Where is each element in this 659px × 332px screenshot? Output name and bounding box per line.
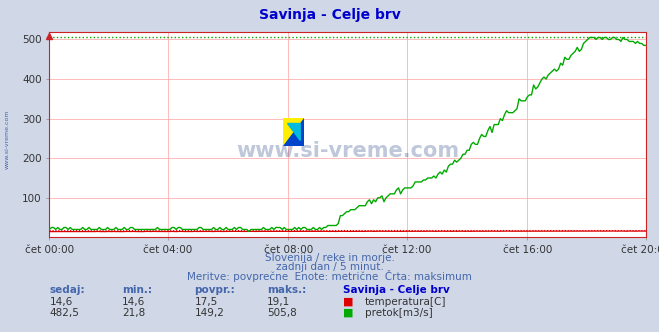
Text: 149,2: 149,2: [194, 308, 224, 318]
Text: 19,1: 19,1: [267, 297, 290, 307]
Polygon shape: [283, 118, 304, 146]
Text: 17,5: 17,5: [194, 297, 217, 307]
Text: Slovenija / reke in morje.: Slovenija / reke in morje.: [264, 253, 395, 263]
Text: 14,6: 14,6: [122, 297, 145, 307]
Text: temperatura[C]: temperatura[C]: [365, 297, 447, 307]
Polygon shape: [287, 124, 301, 140]
Text: sedaj:: sedaj:: [49, 285, 85, 295]
Text: zadnji dan / 5 minut.: zadnji dan / 5 minut.: [275, 262, 384, 272]
Text: 21,8: 21,8: [122, 308, 145, 318]
Text: min.:: min.:: [122, 285, 152, 295]
Text: www.si-vreme.com: www.si-vreme.com: [236, 141, 459, 161]
Text: www.si-vreme.com: www.si-vreme.com: [5, 110, 10, 169]
Text: ■: ■: [343, 297, 353, 307]
Text: 505,8: 505,8: [267, 308, 297, 318]
Text: Meritve: povprečne  Enote: metrične  Črta: maksimum: Meritve: povprečne Enote: metrične Črta:…: [187, 270, 472, 282]
Polygon shape: [283, 118, 304, 146]
Text: maks.:: maks.:: [267, 285, 306, 295]
Text: 14,6: 14,6: [49, 297, 72, 307]
Text: pretok[m3/s]: pretok[m3/s]: [365, 308, 433, 318]
Text: ■: ■: [343, 308, 353, 318]
Text: povpr.:: povpr.:: [194, 285, 235, 295]
Text: 482,5: 482,5: [49, 308, 79, 318]
Text: Savinja - Celje brv: Savinja - Celje brv: [343, 285, 449, 295]
Text: Savinja - Celje brv: Savinja - Celje brv: [258, 8, 401, 22]
